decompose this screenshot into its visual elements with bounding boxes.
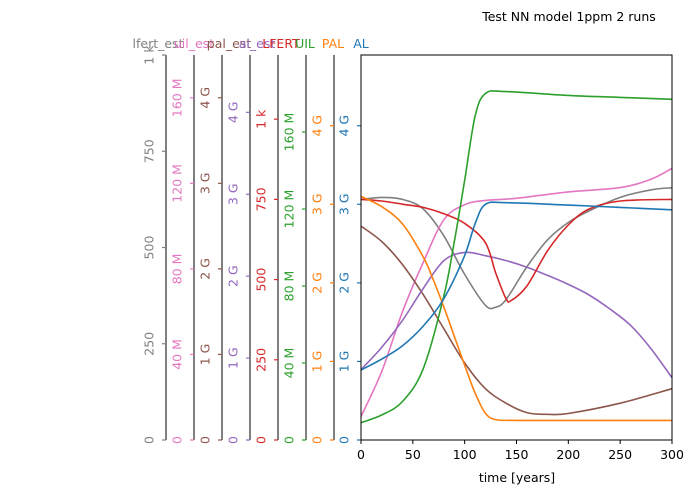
x-axis: 0 50 100 150 200 250 300 (357, 440, 684, 462)
y-axis-pal: PAL 0 1 G 2 G 3 G 4 G (310, 36, 345, 444)
y-tick-label-uil: 0 (282, 436, 297, 444)
y-tick-label-lfert: 0 (142, 436, 157, 444)
y-tick-label-al_est: 3 G (226, 183, 241, 205)
y-tick-label-al: 0 (337, 436, 352, 444)
y-tick-label-pal: 4 G (310, 115, 325, 137)
y-axis-label-lfert_true: LFERT (262, 36, 300, 51)
y-axis-ui_est: uil_est 0 40 M 80 M 120 M 160 M (170, 36, 215, 444)
series-line-al (360, 201, 673, 371)
y-tick-label-al_est: 2 G (226, 265, 241, 287)
y-axis-pal_est: pal_est 0 1 G 2 G 3 G 4 G (198, 36, 252, 444)
x-tick-label: 100 (453, 447, 477, 462)
y-tick-label-al: 1 G (337, 351, 352, 373)
series-line-lfert (360, 198, 673, 303)
series-line-uil-est (360, 167, 673, 417)
y-axis-lfert: lfert_est 0 250 500 750 1 k (133, 36, 184, 444)
series-line-al-est (360, 251, 673, 379)
y-tick-label-lfert: 500 (142, 236, 157, 260)
y-tick-label-pal_est: 0 (198, 436, 213, 444)
y-tick-label-ui_est: 160 M (170, 78, 185, 117)
y-axis-label-ui_est: uil_est (174, 36, 214, 51)
y-tick-label-lfert: 250 (142, 332, 157, 356)
y-tick-label-pal_est: 2 G (198, 258, 213, 280)
y-axis-label-al_est: al_est (239, 36, 276, 51)
x-tick-label: 200 (556, 447, 580, 462)
y-tick-label-pal: 1 G (310, 351, 325, 373)
x-axis-label: time [years] (479, 470, 555, 485)
series-line-pal-est (360, 225, 673, 416)
y-tick-label-uil: 80 M (282, 271, 297, 302)
y-tick-label-al: 4 G (337, 115, 352, 137)
y-tick-label-pal_est: 4 G (198, 87, 213, 109)
y-tick-label-ui_est: 0 (170, 436, 185, 444)
chart-title: Test NN model 1ppm 2 runs (481, 9, 656, 24)
y-axis-lfert_true: LFERT 0 250 500 750 1 k (254, 36, 301, 444)
series-line-lfert-est (360, 187, 673, 310)
y-tick-label-uil: 40 M (282, 348, 297, 379)
y-axis-label-uil: UIL (295, 36, 315, 51)
y-tick-label-pal: 0 (310, 436, 325, 444)
y-tick-label-ui_est: 120 M (170, 164, 185, 203)
series-line-pal (360, 195, 672, 422)
y-tick-label-al: 3 G (337, 193, 352, 215)
y-tick-label-uil: 120 M (282, 190, 297, 229)
y-tick-label-lfert_true: 500 (254, 268, 269, 292)
x-tick-label: 50 (405, 447, 421, 462)
y-tick-label-pal: 3 G (310, 193, 325, 215)
y-tick-label-al: 2 G (337, 272, 352, 294)
y-tick-label-lfert_true: 250 (254, 348, 269, 372)
y-axis-label-al: AL (353, 36, 369, 51)
series-layer (360, 90, 673, 424)
y-axis-label-pal_est: pal_est (207, 36, 252, 51)
x-tick-label: 150 (505, 447, 529, 462)
y-tick-label-pal_est: 1 G (198, 344, 213, 366)
y-axis-label-lfert: lfert_est (133, 36, 184, 51)
series-line-uil (360, 90, 673, 424)
y-tick-label-lfert: 750 (142, 139, 157, 163)
x-tick-label: 300 (660, 447, 684, 462)
y-axis-al: AL 0 1 G 2 G 3 G 4 G (337, 36, 369, 444)
y-axis-uil: UIL 0 40 M 80 M 120 M 160 M (282, 36, 315, 444)
y-tick-label-ui_est: 80 M (170, 254, 185, 285)
x-tick-label: 0 (357, 447, 365, 462)
y-tick-label-lfert_true: 0 (254, 436, 269, 444)
y-tick-label-ui_est: 40 M (170, 339, 185, 370)
y-tick-label-lfert_true: 750 (254, 187, 269, 211)
y-axis-al_est: al_est 0 1 G 2 G 3 G 4 G (226, 36, 276, 444)
y-axis-label-pal: PAL (322, 36, 344, 51)
y-tick-label-lfert_true: 1 k (254, 109, 269, 129)
plot-frame (360, 54, 673, 441)
y-tick-label-uil: 160 M (282, 113, 297, 152)
x-tick-label: 250 (608, 447, 632, 462)
y-tick-label-lfert: 1 k (142, 45, 157, 65)
y-tick-label-al_est: 4 G (226, 102, 241, 124)
y-tick-label-al_est: 0 (226, 436, 241, 444)
y-tick-label-pal: 2 G (310, 272, 325, 294)
y-tick-label-al_est: 1 G (226, 347, 241, 369)
y-tick-label-pal_est: 3 G (198, 173, 213, 195)
